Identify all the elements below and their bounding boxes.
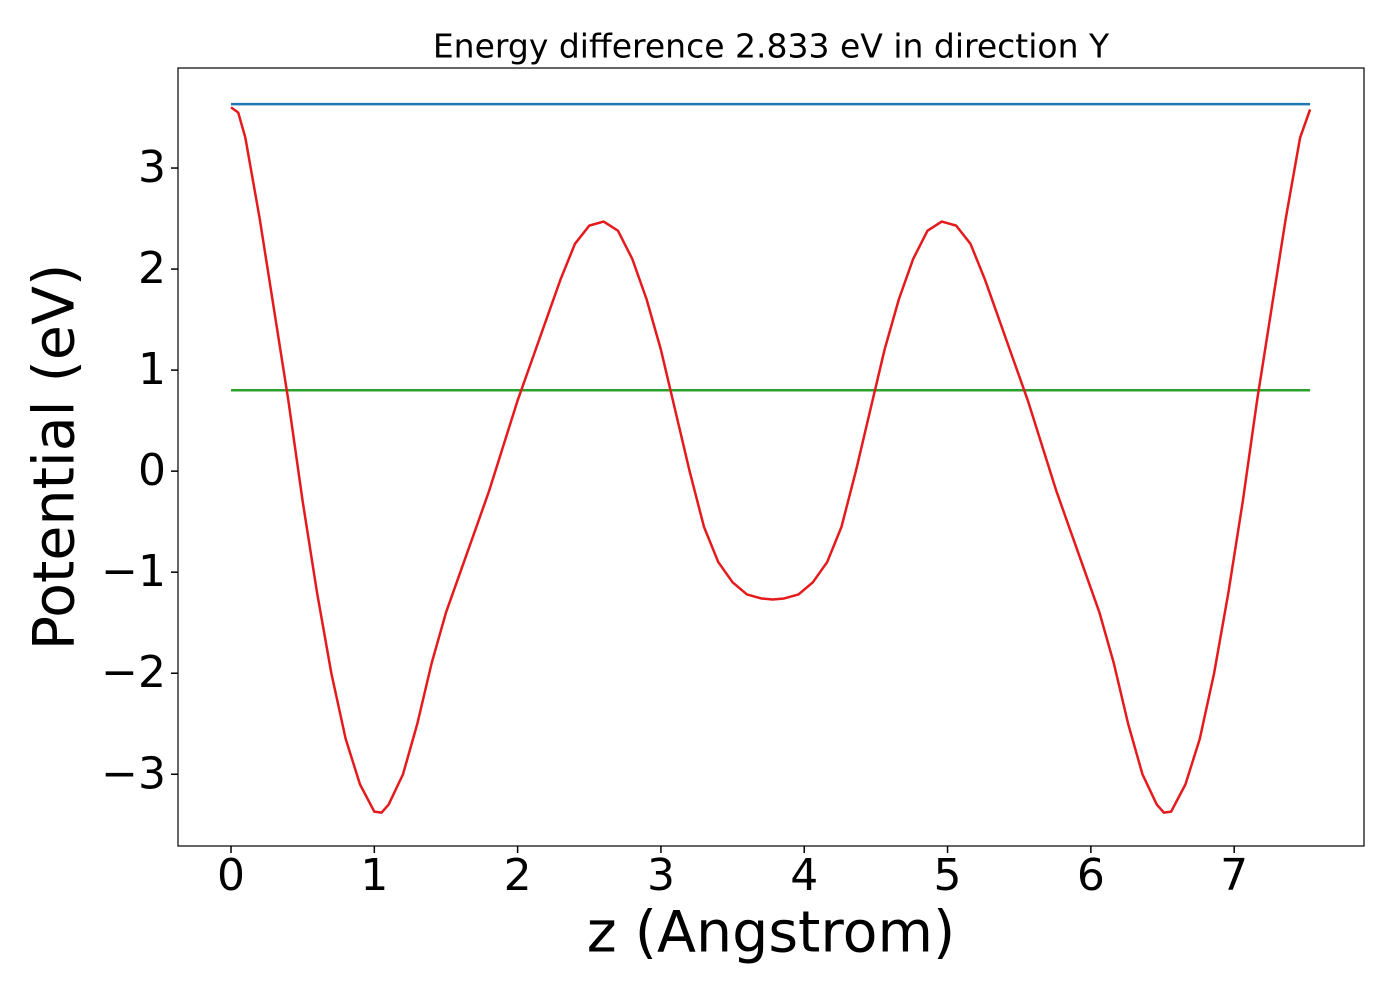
- x-tick-label: 2: [504, 850, 532, 901]
- x-tick-label: 0: [217, 850, 245, 901]
- y-tick-label: −1: [101, 546, 166, 597]
- chart-title: Energy difference 2.833 eV in direction …: [433, 27, 1110, 66]
- x-tick-label: 3: [647, 850, 675, 901]
- x-axis-label: z (Angstrom): [587, 900, 955, 966]
- y-tick-label: 1: [138, 344, 166, 395]
- x-tick-label: 4: [790, 850, 818, 901]
- x-tick-label: 5: [934, 850, 962, 901]
- y-axis-label: Potential (eV): [22, 264, 88, 650]
- y-tick-label: 3: [138, 142, 166, 193]
- plot-frame: [177, 67, 1365, 847]
- x-tick-label: 1: [360, 850, 388, 901]
- series-line: [230, 106, 1312, 814]
- y-tick-label: 2: [138, 243, 166, 294]
- y-tick-label: −2: [101, 647, 166, 698]
- x-tick-label: 7: [1220, 850, 1248, 901]
- y-tick-label: 0: [138, 445, 166, 496]
- x-tick-label: 6: [1077, 850, 1105, 901]
- y-tick-label: −3: [101, 748, 166, 799]
